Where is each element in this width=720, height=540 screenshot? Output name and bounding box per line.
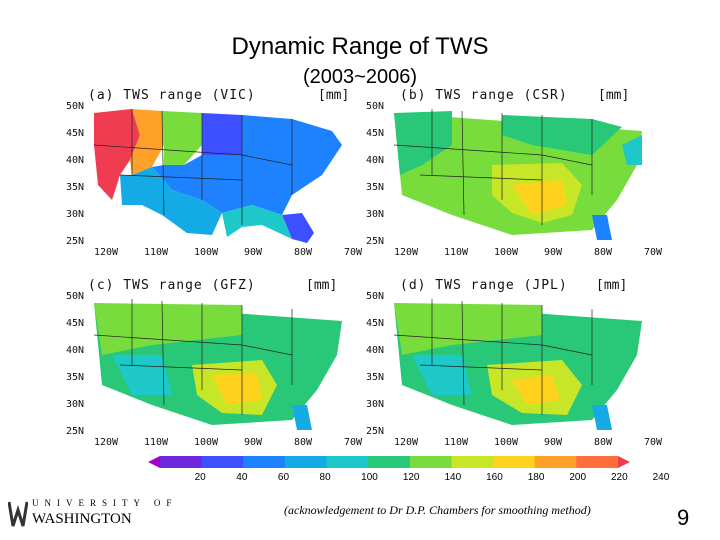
lon-label: 110W bbox=[444, 437, 469, 448]
panel-a-map bbox=[92, 105, 354, 243]
colorbar-tick-label: 180 bbox=[527, 472, 545, 483]
colorbar-tick-label: 120 bbox=[402, 472, 420, 483]
lon-label: 70W bbox=[644, 437, 663, 448]
lon-label: 110W bbox=[144, 247, 169, 258]
lat-label: 30N bbox=[366, 399, 385, 410]
colorbar-segment bbox=[451, 456, 494, 468]
lon-label: 120W bbox=[94, 437, 119, 448]
lat-label: 25N bbox=[66, 236, 85, 247]
lat-label: 30N bbox=[366, 209, 385, 220]
lat-label: 50N bbox=[66, 101, 85, 112]
lat-label: 45N bbox=[66, 318, 85, 329]
lon-label: 90W bbox=[544, 437, 563, 448]
colorbar-segment bbox=[493, 456, 536, 468]
colorbar-segment bbox=[326, 456, 369, 468]
lat-label: 30N bbox=[66, 209, 85, 220]
lon-label: 80W bbox=[294, 437, 313, 448]
colorbar-segment bbox=[368, 456, 411, 468]
slide-subtitle: (2003~2006) bbox=[303, 66, 417, 88]
colorbar bbox=[148, 456, 630, 468]
colorbar-segment bbox=[618, 456, 630, 468]
panel-b-title: (b) TWS range (CSR) bbox=[400, 88, 568, 103]
lon-label: 80W bbox=[594, 437, 613, 448]
panel-d-unit: [mm] bbox=[596, 278, 628, 293]
lat-label: 30N bbox=[66, 399, 85, 410]
colorbar-tick-label: 220 bbox=[611, 472, 628, 483]
panel-d-map bbox=[392, 295, 654, 433]
panel-b-unit: [mm] bbox=[598, 88, 630, 103]
lon-label: 120W bbox=[94, 247, 119, 258]
acknowledgement: (acknowledgement to Dr D.P. Chambers for… bbox=[284, 503, 591, 517]
lat-label: 45N bbox=[66, 128, 85, 139]
colorbar-segment bbox=[409, 456, 452, 468]
panel-b-map bbox=[392, 105, 654, 243]
panel-c-unit: [mm] bbox=[306, 278, 338, 293]
colorbar-segment bbox=[201, 456, 244, 468]
colorbar-tick-label: 160 bbox=[486, 472, 503, 483]
lon-label: 90W bbox=[244, 247, 263, 258]
panel-b: (b) TWS range (CSR) [mm] bbox=[360, 88, 660, 258]
lat-label: 25N bbox=[366, 236, 385, 247]
colorbar-segment bbox=[576, 456, 619, 468]
lat-label: 50N bbox=[66, 291, 85, 302]
lat-label: 35N bbox=[66, 182, 85, 193]
panel-d: (d) TWS range (JPL) [mm] bbox=[360, 278, 660, 448]
lon-label: 70W bbox=[644, 247, 663, 258]
logo-washington: WASHINGTON bbox=[32, 511, 132, 527]
lon-label: 120W bbox=[394, 437, 419, 448]
colorbar-segment bbox=[284, 456, 328, 468]
colorbar-tick-label: 20 bbox=[194, 472, 206, 483]
panel-c: (c) TWS range (GFZ) [mm] bbox=[60, 278, 360, 448]
lon-label: 120W bbox=[394, 247, 419, 258]
lon-label: 90W bbox=[244, 437, 263, 448]
lon-label: 110W bbox=[144, 437, 169, 448]
colorbar-tick-label: 60 bbox=[277, 472, 290, 483]
lon-label: 110W bbox=[444, 247, 469, 258]
logo-university: UNIVERSITY OF bbox=[32, 498, 178, 508]
panel-c-map bbox=[92, 295, 354, 433]
lat-label: 25N bbox=[366, 426, 385, 437]
panel-a: (a) TWS range (VIC) [mm] bbox=[60, 88, 360, 258]
lat-label: 40N bbox=[66, 155, 85, 166]
colorbar-tick-label: 240 bbox=[652, 472, 670, 483]
panel-a-unit: [mm] bbox=[318, 88, 350, 103]
panel-a-title: (a) TWS range (VIC) bbox=[88, 88, 256, 103]
lat-label: 45N bbox=[366, 318, 385, 329]
panel-c-title: (c) TWS range (GFZ) bbox=[88, 278, 256, 293]
lon-label: 80W bbox=[594, 247, 613, 258]
lat-label: 50N bbox=[366, 291, 385, 302]
lon-label: 70W bbox=[344, 437, 363, 448]
colorbar-tick-label: 40 bbox=[236, 472, 248, 483]
lon-label: 100W bbox=[494, 247, 519, 258]
colorbar-tick-label: 80 bbox=[319, 472, 331, 483]
w-logo-icon bbox=[8, 501, 28, 527]
lat-label: 50N bbox=[366, 101, 385, 112]
lat-label: 25N bbox=[66, 426, 85, 437]
colorbar-tick-label: 200 bbox=[569, 472, 587, 483]
panel-d-title: (d) TWS range (JPL) bbox=[400, 278, 568, 293]
lat-label: 35N bbox=[366, 372, 385, 383]
lat-label: 40N bbox=[66, 345, 85, 356]
lat-label: 35N bbox=[366, 182, 385, 193]
lon-label: 100W bbox=[194, 437, 219, 448]
lon-label: 100W bbox=[494, 437, 519, 448]
lon-label: 70W bbox=[344, 247, 363, 258]
lat-label: 45N bbox=[366, 128, 385, 139]
lon-label: 80W bbox=[294, 247, 313, 258]
colorbar-segment bbox=[160, 456, 203, 468]
slide-title: Dynamic Range of TWS bbox=[231, 33, 489, 60]
lat-label: 35N bbox=[66, 372, 85, 383]
lat-label: 40N bbox=[366, 345, 385, 356]
colorbar-tick-label: 100 bbox=[361, 472, 378, 483]
lon-label: 100W bbox=[194, 247, 219, 258]
colorbar-tick-label: 140 bbox=[444, 472, 462, 483]
colorbar-segment bbox=[534, 456, 577, 468]
colorbar-segment bbox=[148, 456, 160, 468]
colorbar-segment bbox=[243, 456, 286, 468]
page-number: 9 bbox=[677, 505, 690, 530]
lat-label: 40N bbox=[366, 155, 385, 166]
lon-label: 90W bbox=[544, 247, 563, 258]
